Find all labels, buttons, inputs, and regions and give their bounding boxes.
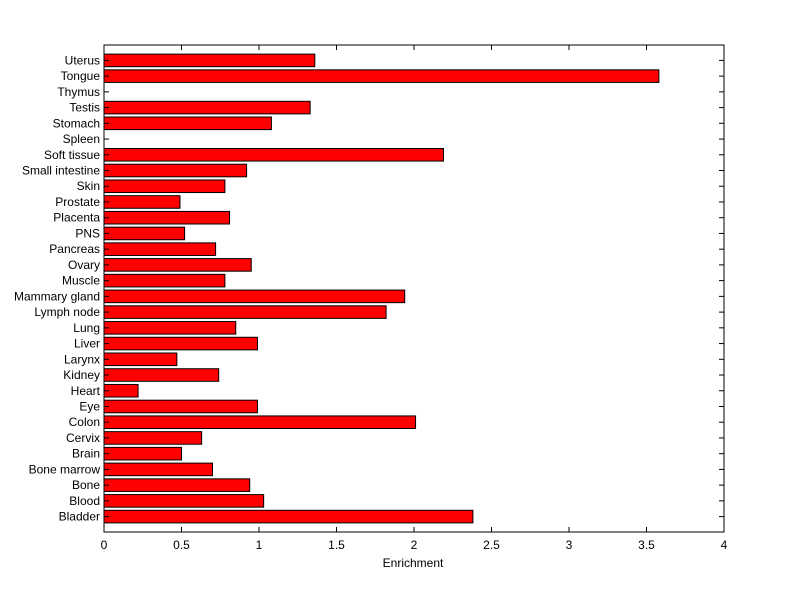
bar-placenta — [103, 210, 231, 225]
bar-small-intestine — [103, 163, 248, 178]
x-tick-label: 0 — [101, 538, 108, 552]
y-tick-label: Bone — [72, 478, 100, 492]
y-tick-label: Prostate — [55, 195, 100, 209]
y-tick-label: Blood — [69, 494, 100, 508]
bar-ovary — [103, 258, 252, 272]
y-tick-label: Ovary — [68, 258, 100, 272]
bar-blood — [103, 494, 265, 508]
bar-larynx — [103, 352, 178, 367]
y-tick-label: Mammary gland — [14, 289, 100, 303]
plot-frame — [103, 44, 725, 533]
bar-cervix — [103, 431, 203, 445]
bar-soft-tissue — [103, 147, 444, 162]
bar-muscle — [103, 273, 226, 288]
bar-bladder — [103, 509, 474, 524]
bar-tongue — [103, 69, 660, 83]
bar-pns — [103, 226, 186, 241]
y-tick-label: Tongue — [61, 69, 101, 83]
y-tick-label: Muscle — [62, 274, 100, 288]
y-tick-label: Kidney — [63, 368, 100, 382]
x-tick-label: 0.5 — [173, 538, 190, 552]
bar-bone — [103, 478, 251, 492]
bar-colon — [103, 415, 417, 430]
y-tick-label: Larynx — [64, 352, 100, 366]
y-tick-label: Cervix — [66, 431, 100, 445]
y-tick-label: Placenta — [53, 211, 100, 225]
y-tick-label: Skin — [77, 179, 100, 193]
y-tick-label: Eye — [79, 399, 100, 413]
bar-uterus — [103, 53, 316, 68]
bar-mammary-gland — [103, 289, 406, 304]
y-tick-label: Uterus — [65, 53, 100, 67]
x-tick-label: 1.5 — [328, 538, 345, 552]
y-tick-label: Testis — [69, 101, 100, 115]
y-tick-label: Small intestine — [22, 164, 100, 178]
y-tick-label: Heart — [71, 384, 101, 398]
bar-bone-marrow — [103, 462, 213, 477]
bar-skin — [103, 179, 226, 194]
bar-liver — [103, 336, 258, 351]
bar-kidney — [103, 368, 220, 382]
x-tick-label: 2 — [411, 538, 418, 552]
y-tick-label: Colon — [69, 415, 100, 429]
x-tick-label: 4 — [721, 538, 728, 552]
x-tick-label: 1 — [256, 538, 263, 552]
x-tick-label: 3.5 — [638, 538, 655, 552]
bar-stomach — [103, 116, 272, 131]
y-tick-label: Liver — [74, 337, 100, 351]
bar-testis — [103, 100, 311, 115]
y-tick-label: Bone marrow — [29, 462, 101, 476]
bar-eye — [103, 399, 258, 414]
bar-brain — [103, 446, 182, 461]
x-axis-label: Enrichment — [383, 556, 444, 570]
bar-pancreas — [103, 242, 217, 256]
bar-prostate — [103, 195, 181, 209]
bar-lung — [103, 321, 237, 335]
y-tick-label: PNS — [75, 226, 100, 240]
bar-lymph-node — [103, 305, 387, 319]
bar-heart — [103, 383, 139, 398]
x-tick-label: 2.5 — [483, 538, 500, 552]
y-tick-label: Spleen — [63, 132, 100, 146]
y-tick-label: Pancreas — [49, 242, 100, 256]
y-tick-label: Brain — [72, 447, 100, 461]
y-tick-label: Lung — [73, 321, 100, 335]
y-tick-label: Bladder — [59, 510, 100, 524]
y-tick-label: Lymph node — [34, 305, 100, 319]
y-tick-label: Thymus — [57, 85, 100, 99]
y-tick-label: Stomach — [53, 116, 100, 130]
y-tick-label: Soft tissue — [44, 148, 100, 162]
x-tick-label: 3 — [566, 538, 573, 552]
